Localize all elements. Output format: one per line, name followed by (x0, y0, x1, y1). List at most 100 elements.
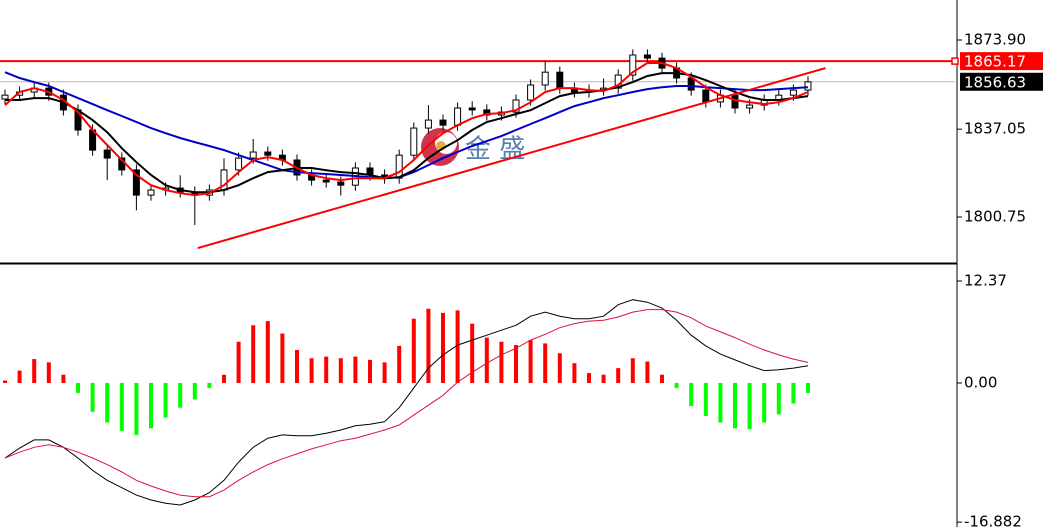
price-label-box (960, 72, 1043, 91)
histogram-bar (163, 382, 168, 418)
histogram-bar (528, 340, 533, 383)
histogram-bar (76, 382, 80, 393)
candle-body (643, 54, 651, 59)
y-tick-label: 1800.75 (964, 207, 1026, 225)
histogram-bar (703, 382, 708, 416)
candle-body (541, 71, 549, 86)
price-marker (951, 57, 959, 65)
candle-body (527, 84, 535, 101)
histogram-bar (368, 359, 372, 383)
candle-body (249, 151, 257, 159)
candle-body (804, 81, 812, 91)
histogram-bar (3, 380, 7, 383)
histogram-bar (426, 308, 431, 383)
price-label: 1865.17 (964, 53, 1026, 71)
histogram-bar (776, 382, 781, 415)
candle-body (103, 149, 111, 159)
histogram-bar (280, 333, 285, 383)
candle-body (556, 71, 564, 89)
candle-body (629, 54, 637, 76)
candle-body (454, 107, 462, 126)
histogram-bar (660, 374, 664, 383)
candle-body (410, 127, 418, 156)
histogram-bar (587, 373, 591, 383)
candle-body (147, 189, 155, 196)
histogram-bar (17, 370, 22, 383)
histogram-bar (119, 382, 124, 431)
histogram-bar (192, 382, 197, 400)
y-tick-label: 0.00 (964, 373, 997, 391)
candle-body (702, 89, 710, 103)
histogram-bar (207, 382, 212, 388)
y-tick-label: -16.882 (964, 513, 1022, 527)
histogram-bar (149, 382, 153, 429)
moving-average (4, 62, 809, 197)
histogram-bar (90, 382, 95, 412)
candle-body (264, 151, 272, 156)
histogram-bar (689, 382, 694, 407)
histogram-bar (499, 341, 504, 383)
histogram-bar (61, 374, 66, 383)
histogram-bar (178, 382, 183, 408)
histogram-bar (572, 363, 577, 383)
histogram-bar (397, 345, 402, 383)
candle-body (512, 99, 520, 113)
histogram-bar (441, 312, 445, 383)
histogram-bar (718, 382, 723, 423)
candle-body (746, 104, 754, 109)
histogram-bar (105, 382, 110, 423)
histogram-bar (645, 361, 650, 383)
histogram-bar (543, 343, 548, 383)
candle-body (1, 94, 9, 100)
trendline (197, 67, 826, 250)
histogram-bar (557, 353, 562, 383)
candle-body (687, 77, 695, 91)
y-tick-label: 12.37 (964, 271, 1007, 289)
histogram-bar (806, 382, 810, 393)
candle-body (235, 157, 243, 171)
histogram-bar (353, 356, 358, 383)
histogram-bar (411, 318, 416, 383)
macd-line (4, 309, 809, 498)
histogram-bar (470, 323, 475, 383)
histogram-bar (791, 382, 796, 404)
histogram-bar (484, 337, 489, 383)
histogram-bar (324, 356, 329, 383)
candle-body (789, 89, 797, 96)
histogram-bar (674, 382, 679, 388)
histogram-bar (733, 382, 737, 429)
histogram-bar (32, 359, 37, 383)
histogram-bar (630, 358, 635, 383)
histogram-bar (251, 325, 256, 383)
histogram-bar (616, 368, 621, 383)
y-tick-label: 1837.05 (964, 120, 1026, 138)
histogram-bar (295, 349, 299, 383)
y-tick-label: 1873.90 (964, 30, 1026, 48)
histogram-bar (309, 358, 314, 383)
histogram-bar (514, 345, 518, 383)
price-label-box (960, 52, 1043, 71)
histogram-bar (762, 382, 767, 423)
candle-body (439, 119, 447, 126)
price-label: 1856.63 (964, 73, 1026, 91)
histogram-bar (46, 362, 51, 383)
histogram-bar (236, 341, 241, 383)
histogram-bar (265, 321, 270, 383)
candle-body (424, 119, 432, 129)
macd-line (4, 299, 809, 506)
histogram-bar (601, 374, 606, 383)
histogram-bar (747, 382, 752, 430)
candle-body (322, 179, 330, 183)
moving-average (5, 72, 809, 194)
histogram-bar (455, 310, 460, 383)
histogram-bar (134, 382, 139, 435)
candle-body (337, 181, 345, 186)
candle-body (395, 154, 403, 179)
candle-body (468, 107, 476, 111)
histogram-bar (338, 358, 343, 383)
histogram-bar (382, 362, 387, 383)
candle-body (132, 169, 140, 196)
candle-body (731, 94, 739, 109)
